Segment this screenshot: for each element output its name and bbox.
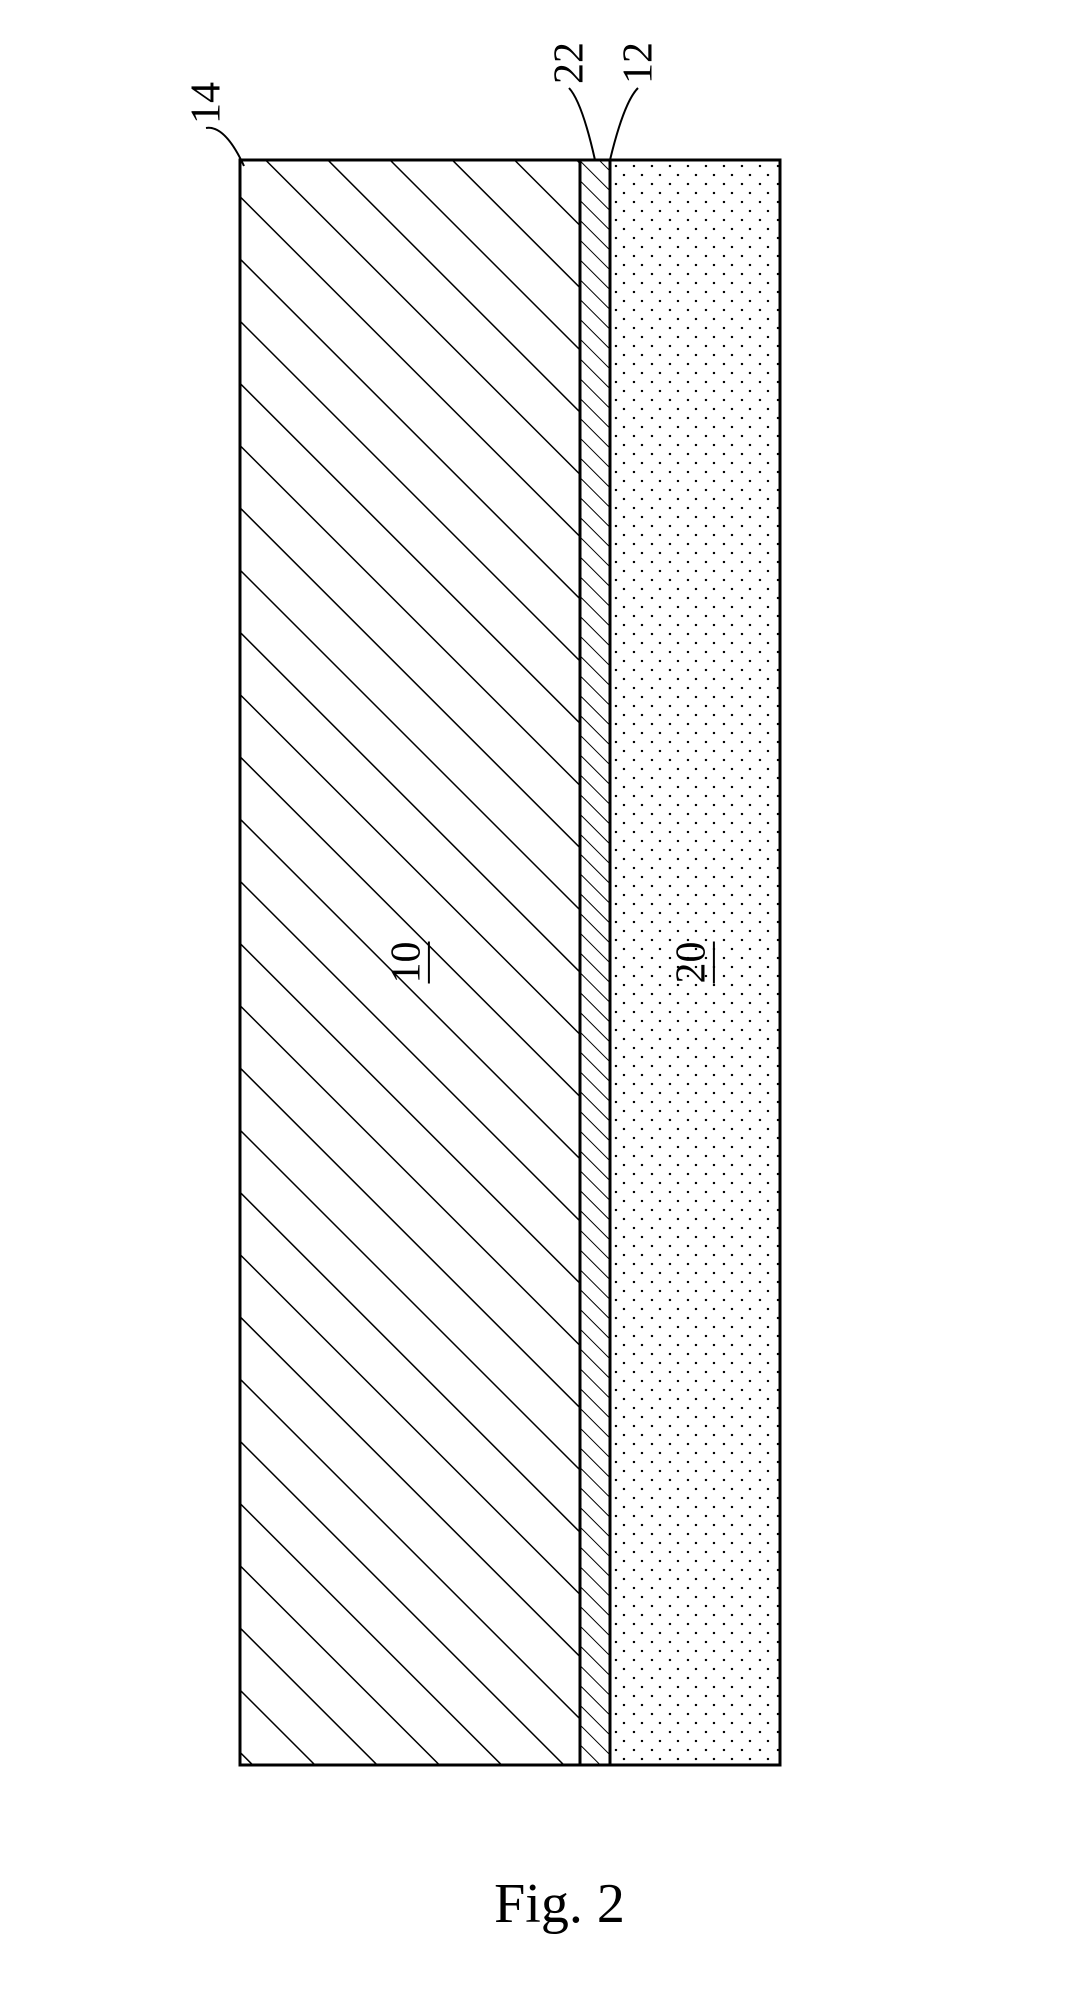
leader-label-22: 22: [547, 42, 593, 84]
layer10-label: 10: [384, 942, 430, 984]
figure-caption: Fig. 2: [494, 1873, 625, 1935]
leader-label-12: 12: [616, 42, 662, 84]
rotated-stack: 14 22 12 10 20: [184, 42, 780, 1765]
layer20-label: 20: [669, 942, 715, 984]
leader-lines: 14 22 12: [184, 42, 662, 166]
leader-22: [569, 88, 595, 160]
figure-svg: 14 22 12 10 20 Fig. 2: [0, 0, 1079, 1992]
leader-14: [206, 128, 244, 166]
layer22: [580, 160, 610, 1765]
leader-label-14: 14: [184, 82, 230, 124]
leader-12: [610, 88, 638, 160]
